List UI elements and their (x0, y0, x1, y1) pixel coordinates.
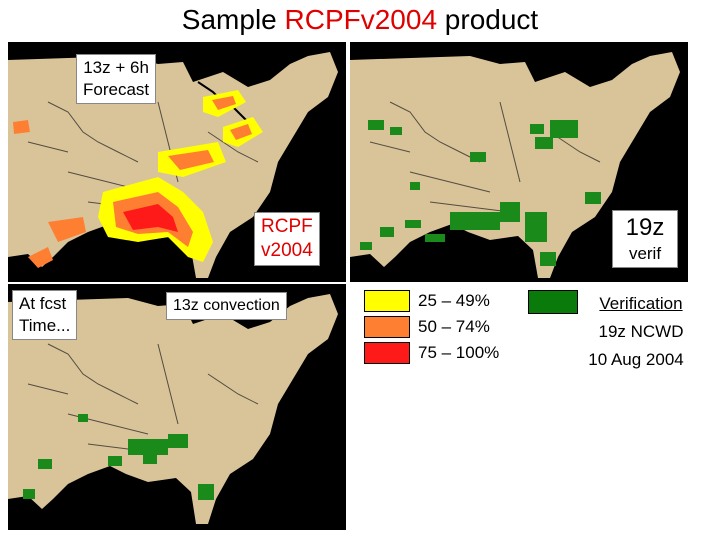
current-map-image (8, 294, 338, 524)
convection-cells (23, 414, 214, 500)
verification-swatch (528, 290, 578, 314)
convection-caption-text: 13z convection (173, 297, 280, 314)
forecast-map: 13z + 6h Forecast RCPF v2004 (8, 42, 346, 282)
legend-label-mid: 50 – 74% (418, 317, 490, 336)
title-highlight: RCPFv2004 (284, 4, 438, 35)
current-time-label: At fcst Time... (12, 290, 78, 340)
product-line1: RCPF (261, 216, 313, 237)
legend-label-high: 75 – 100% (418, 343, 500, 362)
forecast-time-label: 13z + 6h Forecast (76, 54, 157, 104)
forecast-time-line2: Forecast (83, 80, 150, 99)
land-mass (350, 52, 680, 278)
verification-line3: 10 Aug 2004 (588, 350, 684, 369)
page-title: Sample RCPFv2004 product (0, 4, 720, 36)
title-suffix: product (437, 4, 539, 35)
legend-swatch-mid (364, 316, 410, 338)
forecast-map-image (8, 52, 338, 278)
verification-title: Verification (599, 294, 683, 313)
current-convection-map: At fcst Time... 13z convection (8, 284, 346, 530)
verif-word: verif (628, 244, 662, 263)
convection-caption: 13z convection (166, 292, 287, 320)
current-time-line1: At fcst (19, 294, 67, 313)
verification-map-image (350, 52, 680, 278)
current-time-line2: Time... (19, 316, 71, 335)
forecast-time-line1: 13z + 6h (83, 58, 149, 77)
verif-label: 19z verif (612, 210, 678, 268)
verification-map: 19z verif (350, 42, 688, 282)
verification-line2: 19z NCWD (598, 322, 684, 341)
convection-cells (360, 120, 601, 266)
legend-swatch-low (364, 290, 410, 312)
land-mass (8, 294, 338, 524)
legend-swatch-high (364, 342, 410, 364)
title-prefix: Sample (181, 4, 285, 35)
product-label: RCPF v2004 (254, 212, 320, 266)
verif-time: 19z (625, 214, 665, 241)
legend-label-low: 25 – 49% (418, 291, 490, 310)
product-line2: v2004 (261, 240, 313, 261)
